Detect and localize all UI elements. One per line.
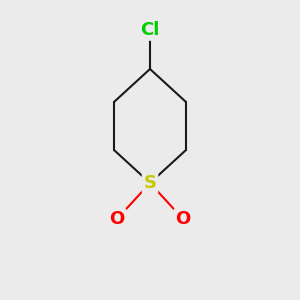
Text: S: S xyxy=(143,174,157,192)
Text: Cl: Cl xyxy=(140,21,160,39)
Text: O: O xyxy=(176,210,190,228)
Text: O: O xyxy=(110,210,124,228)
